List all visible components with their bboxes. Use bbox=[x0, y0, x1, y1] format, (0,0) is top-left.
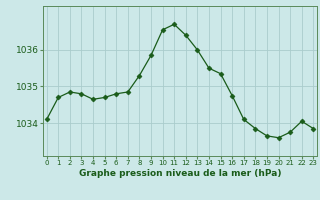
X-axis label: Graphe pression niveau de la mer (hPa): Graphe pression niveau de la mer (hPa) bbox=[79, 169, 281, 178]
